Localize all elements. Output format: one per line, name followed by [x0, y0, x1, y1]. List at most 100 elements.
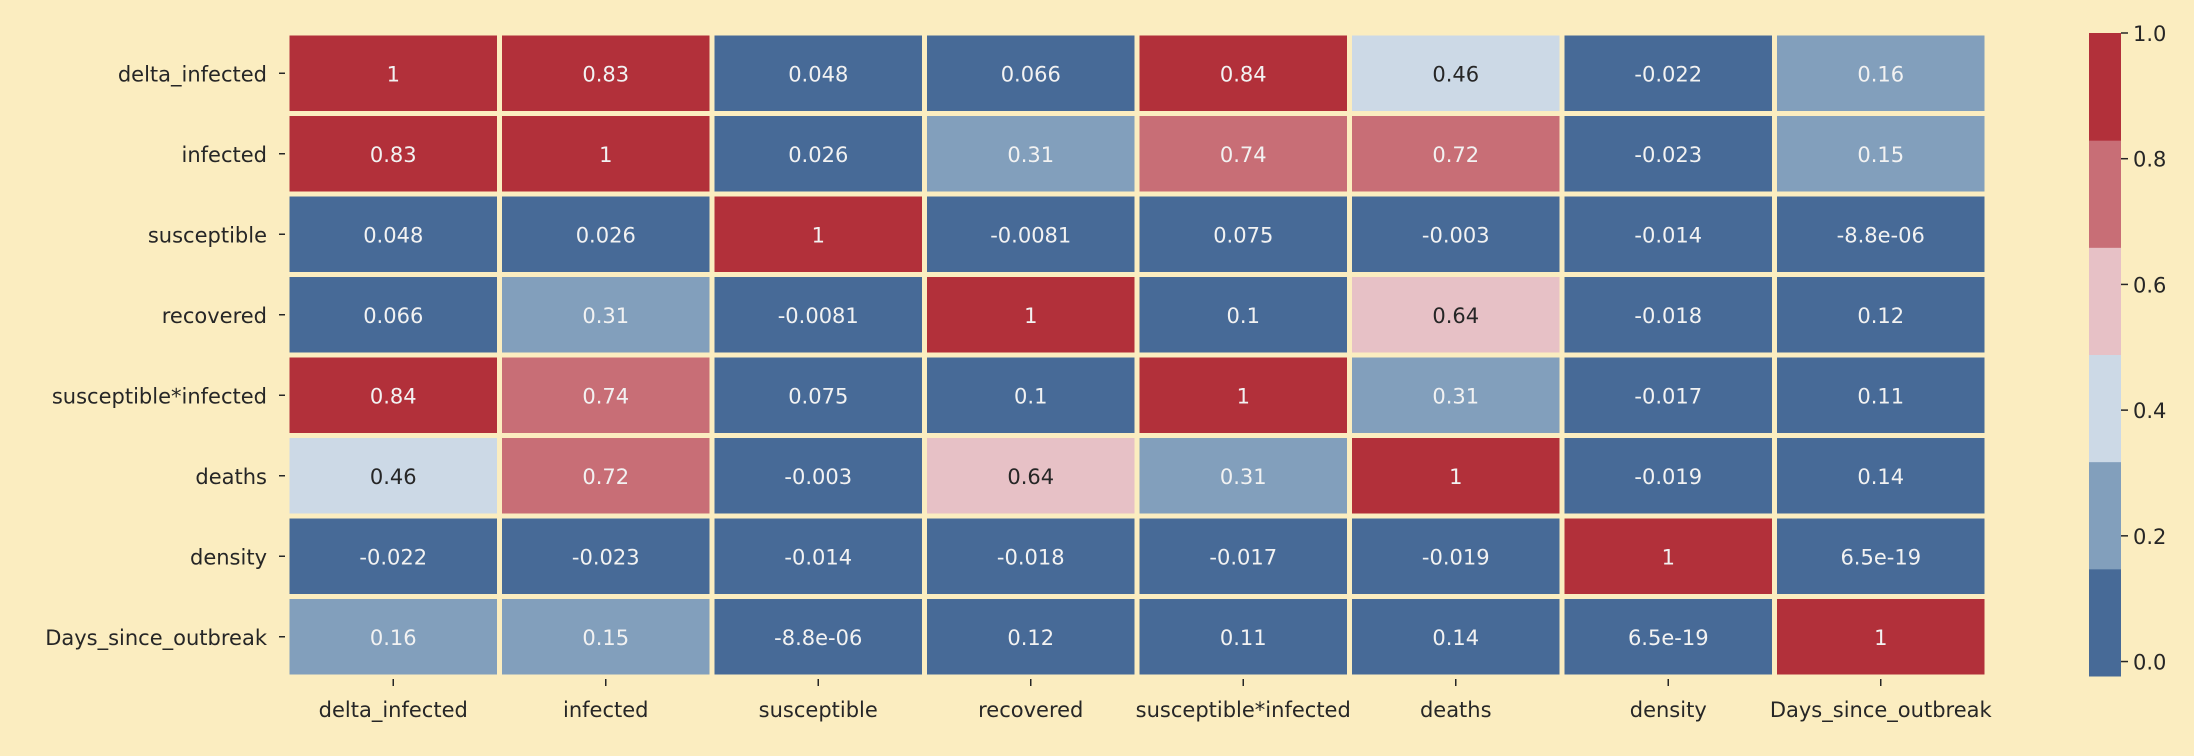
y-tick-label: susceptible*infected: [52, 384, 267, 408]
heatmap-cell: [714, 357, 922, 433]
heatmap-cell: [502, 518, 710, 594]
heatmap-cell: [927, 438, 1135, 514]
heatmap-cell: [1777, 438, 1985, 514]
cell-value-label: -0.003: [784, 465, 852, 489]
heatmap-cell: [927, 196, 1135, 272]
heatmap-cell: [927, 599, 1135, 675]
cell-value-label: 0.74: [1220, 143, 1267, 167]
cell-value-label: 0.026: [788, 143, 848, 167]
cell-value-label: -0.018: [997, 545, 1065, 569]
cell-value-label: 0.15: [582, 626, 629, 650]
heatmap-cell: [289, 357, 497, 433]
cell-value-label: 1: [387, 62, 400, 86]
heatmap-cell: [714, 438, 922, 514]
cell-value-label: 1: [1449, 465, 1462, 489]
heatmap-cell: [1139, 357, 1347, 433]
heatmap-cell: [502, 599, 710, 675]
x-tick-label: density: [1630, 698, 1707, 722]
heatmap-cell: [1352, 196, 1560, 272]
x-axis-tick-labels: delta_infected infected susceptible recover…: [319, 679, 1992, 723]
heatmap-cell: [1139, 518, 1347, 594]
heatmap-cell: [1352, 518, 1560, 594]
cell-value-label: -0.017: [1209, 545, 1277, 569]
heatmap-cell: [927, 116, 1135, 192]
y-tick-label: deaths: [195, 465, 267, 489]
heatmap-cell: [289, 196, 497, 272]
cell-value-label: 1: [812, 223, 825, 247]
cell-value-label: -0.018: [1634, 304, 1702, 328]
cell-value-label: 0.31: [1220, 465, 1267, 489]
cell-value-label: -8.8e-06: [774, 626, 862, 650]
cell-value-label: -0.019: [1634, 465, 1702, 489]
cell-value-label: -0.022: [1634, 62, 1702, 86]
heatmap-cell: [1139, 599, 1347, 675]
heatmap-cell: [1564, 357, 1772, 433]
cell-value-label: -0.019: [1422, 545, 1490, 569]
heatmap-cell: [1139, 116, 1347, 192]
cell-value-label: 0.31: [582, 304, 629, 328]
heatmap-cell: [714, 518, 922, 594]
heatmap-cell: [1777, 357, 1985, 433]
cell-value-label: 0.14: [1432, 626, 1479, 650]
heatmap-cell: [502, 116, 710, 192]
heatmap-cell: [502, 438, 710, 514]
cell-value-label: 0.74: [582, 384, 629, 408]
y-tick-label: infected: [182, 143, 268, 167]
cell-value-label: 0.83: [370, 143, 417, 167]
heatmap-cell: [1139, 277, 1347, 353]
y-axis-tick-labels: delta_infected infected susceptible recover…: [45, 62, 285, 651]
colorbar-tick-label: 0.0: [2133, 651, 2166, 675]
x-tick-label: susceptible: [759, 698, 878, 722]
x-tick-label: deaths: [1420, 698, 1492, 722]
cell-value-label: 0.72: [582, 465, 629, 489]
colorbar-segment: [2089, 140, 2121, 248]
colorbar-segment: [2089, 33, 2121, 141]
cell-value-label: 0.075: [1213, 223, 1273, 247]
heatmap-cell: [1352, 35, 1560, 111]
heatmap-cell: [1352, 277, 1560, 353]
heatmap-cell: [1564, 277, 1772, 353]
colorbar-segment: [2089, 354, 2121, 463]
cell-value-label: 0.066: [363, 304, 423, 328]
cell-value-label: 0.12: [1857, 304, 1904, 328]
colorbar-segment: [2089, 247, 2121, 355]
cell-value-label: 0.11: [1220, 626, 1267, 650]
colorbar: 0.0 0.2 0.4 0.6 0.8 1.0: [2089, 22, 2166, 677]
y-tick-label: density: [190, 545, 267, 569]
heatmap-cell: [1139, 438, 1347, 514]
cell-value-label: 1: [1662, 545, 1675, 569]
heatmap-cell: [1352, 438, 1560, 514]
cell-value-label: 0.1: [1227, 304, 1260, 328]
cell-value-label: 0.16: [1857, 62, 1904, 86]
cell-value-label: -0.0081: [778, 304, 859, 328]
cell-value-label: -0.023: [572, 545, 640, 569]
cell-value-label: 6.5e-19: [1840, 545, 1921, 569]
colorbar-tick-label: 0.2: [2133, 525, 2166, 549]
cell-value-label: 0.84: [1220, 62, 1267, 86]
cell-value-label: 0.048: [788, 62, 848, 86]
heatmap-cell: [1777, 196, 1985, 272]
cell-value-label: 0.64: [1007, 465, 1054, 489]
y-tick-label: susceptible: [148, 223, 267, 247]
heatmap-cell: [1564, 438, 1772, 514]
heatmap-cell: [502, 196, 710, 272]
cell-value-label: -0.022: [359, 545, 427, 569]
heatmap-cell: [1139, 35, 1347, 111]
cell-value-label: 0.84: [370, 384, 417, 408]
cell-value-label: 0.12: [1007, 626, 1054, 650]
heatmap-cell: [714, 116, 922, 192]
heatmap-cell: [927, 35, 1135, 111]
cell-value-label: 1: [1237, 384, 1250, 408]
cell-value-label: -0.003: [1422, 223, 1490, 247]
cell-value-label: -8.8e-06: [1837, 223, 1925, 247]
colorbar-segment: [2089, 461, 2121, 570]
cell-value-label: 0.075: [788, 384, 848, 408]
cell-value-label: -0.014: [1634, 223, 1702, 247]
heatmap-cell: [1352, 116, 1560, 192]
heatmap-cell: [1777, 116, 1985, 192]
colorbar-tick-label: 0.4: [2133, 399, 2166, 423]
y-tick-label: Days_since_outbreak: [45, 626, 268, 651]
cell-value-label: 1: [1874, 626, 1887, 650]
